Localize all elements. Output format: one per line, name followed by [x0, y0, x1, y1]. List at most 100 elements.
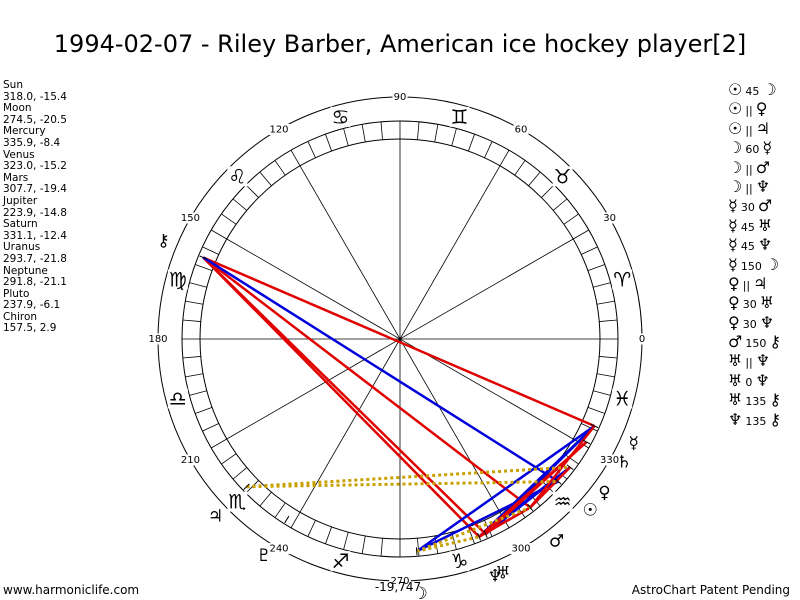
planet-list: Sun 318.0, -15.4 Moon 274.5, -20.5 Mercury 33… — [3, 79, 67, 335]
aspect-line — [529, 466, 571, 509]
aspect-row: ♀ 30 ♅ — [728, 293, 781, 312]
sign-glyph-bg — [227, 491, 248, 512]
ring-tick — [599, 356, 618, 359]
planet-name-mars: Mars — [3, 171, 29, 184]
sign-glyph-bg — [227, 166, 248, 187]
planet-marker — [590, 423, 599, 429]
ring-tick — [325, 526, 332, 544]
planet-name-chiron: Chiron — [3, 310, 38, 323]
ring-tick — [563, 213, 579, 225]
sign-glyph-bg — [330, 551, 351, 572]
aspect-row: ☽ || ♂ — [728, 158, 781, 177]
planet-glyph-pluto: ♇ — [256, 546, 271, 566]
degree-label-bg — [392, 91, 408, 103]
aspect-planet-glyph: ♅ — [728, 351, 743, 371]
footer-website[interactable]: www.harmoniclife.com — [3, 583, 140, 597]
aspect-symbol: 30 — [742, 317, 757, 331]
planet-marker — [566, 464, 574, 470]
ring-tick — [499, 150, 510, 166]
ring-tick — [211, 229, 227, 240]
aspect-line — [246, 465, 571, 489]
sign-glyph-bg — [167, 388, 188, 409]
aspect-row: ☉ || ♃ — [728, 119, 781, 138]
planet-coords-pluto: 237.9, -6.1 — [3, 299, 61, 312]
aspect-planet-glyph: ☿ — [728, 254, 738, 274]
aspect-symbol: 60 — [745, 143, 760, 157]
aspect-row: ☿ 45 ♅ — [728, 216, 781, 235]
planet-coords-venus: 323.0, -15.2 — [3, 160, 67, 173]
ring-tick — [195, 407, 213, 414]
aspect-symbol: 45 — [745, 85, 760, 98]
aspect-planet-glyph: ⚷ — [769, 332, 782, 352]
degree-label-bg — [179, 212, 202, 224]
degree-label: 120 — [269, 124, 288, 135]
aspect-row: ♅ 0 ♆ — [728, 371, 781, 390]
degree-label-bg — [389, 575, 411, 587]
aspect-symbol: || — [742, 278, 751, 292]
aspect-planet-glyph: ♆ — [728, 409, 743, 429]
aspect-planet-glyph: ♂ — [728, 332, 743, 352]
ring-tick — [307, 141, 316, 158]
aspect-row: ♅ 135 ⚷ — [728, 390, 781, 409]
ring-tick — [232, 198, 248, 211]
ring-tick — [587, 407, 605, 414]
aspect-symbol: 0 — [745, 375, 753, 389]
planet-coords-mercury: 335.9, -8.4 — [3, 136, 61, 149]
aspect-line — [202, 256, 559, 483]
spoke-line — [226, 238, 574, 440]
aspect-planet-glyph: ⚷ — [769, 390, 782, 410]
aspect-planet-glyph: ♃ — [753, 273, 768, 293]
aspect-planet-glyph: ☉ — [728, 99, 743, 119]
planet-glyph-mars: ♂ — [549, 532, 564, 552]
degree-label: 60 — [515, 124, 528, 135]
aspect-planet-glyph: ☿ — [728, 215, 738, 235]
aspect-planet-glyph: ♆ — [755, 370, 770, 390]
ring-tick — [552, 198, 568, 211]
planet-glyph-moon: ☽ — [412, 584, 427, 600]
aspect-symbol: 45 — [740, 220, 755, 234]
degree-label: 270 — [390, 576, 409, 587]
planet-marker — [582, 439, 591, 445]
aspect-line — [415, 424, 596, 553]
aspect-planet-glyph: ☿ — [728, 196, 738, 216]
zodiac-sign-glyph: ♉ — [554, 164, 572, 188]
planet-coords-mars: 307.7, -19.4 — [3, 183, 67, 196]
aspect-planet-glyph: ♅ — [757, 215, 773, 235]
ring-tick — [593, 282, 611, 288]
aspect-planet-glyph: ☉ — [728, 80, 743, 99]
aspect-planet-glyph: ☽ — [764, 254, 780, 274]
ring-tick — [189, 282, 207, 288]
ring-tick — [221, 213, 237, 225]
planet-glyph-venus: ♀ — [598, 483, 610, 503]
planet-coords-chiron: 157.5, 2.9 — [3, 322, 57, 335]
sign-glyph-bg — [552, 166, 573, 187]
ring-tick — [451, 128, 457, 146]
aspect-planet-glyph: ♃ — [755, 118, 771, 138]
planet-name-moon: Moon — [3, 102, 32, 115]
ring-tick — [259, 491, 272, 507]
ring-tick — [182, 319, 201, 322]
planet-name-neptune: Neptune — [3, 264, 48, 277]
degree-label: 180 — [148, 334, 167, 345]
degree-label-bg — [147, 333, 169, 345]
ring-tick — [434, 124, 439, 143]
aspect-symbol: 30 — [740, 201, 755, 215]
ring-tick — [182, 356, 201, 359]
planet-glyph-neptune: ♆ — [487, 567, 502, 587]
ring-tick — [202, 246, 219, 255]
ring-tick — [361, 535, 366, 554]
ring-tick — [599, 319, 618, 322]
aspect-symbol: 135 — [745, 414, 767, 428]
aspect-planet-glyph: ♆ — [755, 351, 771, 371]
aspect-planet-glyph: ⚷ — [769, 409, 782, 429]
planet-glyph-jupiter: ♃ — [208, 507, 223, 527]
ring-tick — [484, 141, 493, 158]
ring-tick — [596, 300, 615, 305]
degree-label-bg — [637, 333, 647, 345]
planet-name-uranus: Uranus — [3, 241, 41, 254]
ring-tick — [417, 538, 420, 557]
ring-tick — [593, 390, 611, 396]
ring-tick — [380, 121, 383, 140]
zodiac-sign-glyph: ♑ — [451, 549, 469, 573]
